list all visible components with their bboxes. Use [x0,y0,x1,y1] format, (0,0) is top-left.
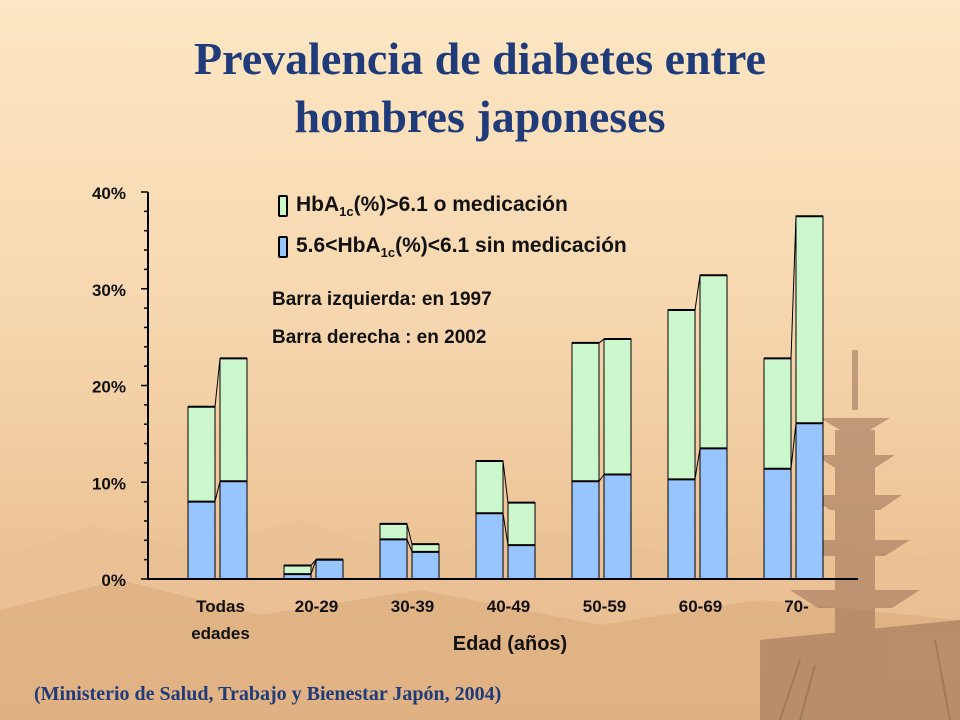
legend-label-blue: 5.6<HbA1c(%)<6.1 sin medicación [296,234,627,261]
legend-swatch-green [278,195,288,218]
bar-blue-1997 [763,468,792,580]
connector-blue [790,423,797,469]
connector-blue [694,448,701,480]
title-line-1: Prevalencia de diabetes entre [194,33,766,84]
connector-total [310,559,317,566]
y-tick-label: 0% [101,571,126,590]
connector-total [214,358,221,407]
connector-blue [598,474,605,482]
bar-green-2002 [795,215,824,424]
y-tick-label: 40% [92,184,126,203]
x-tick-label: Todas [196,597,245,616]
bar-green-1997 [571,342,600,482]
bar-green-1997 [667,309,696,480]
y-tick-label: 30% [92,281,126,300]
connector-blue [502,513,509,546]
connector-total [406,523,413,545]
y-tick-label: 10% [92,474,126,493]
page-title: Prevalencia de diabetes entre hombres ja… [0,30,960,146]
connector-blue [310,559,317,575]
bar-green-1997 [187,406,216,503]
title-line-2: hombres japoneses [294,91,666,142]
bar-green-1997 [283,564,312,575]
bar-blue-1997 [187,501,216,580]
bar-green-1997 [475,460,504,514]
x-tick-label: 60-69 [679,597,722,616]
y-tick-label: 20% [92,378,126,397]
x-axis-label: Edad (años) [452,633,568,655]
bar-blue-1997 [667,478,696,580]
connector-total [502,460,509,503]
bar-green-2002 [219,357,248,482]
x-tick-label: 50-59 [583,597,626,616]
bar-green-2002 [411,543,440,553]
bar-green-2002 [603,338,632,476]
x-tick-label: 20-29 [295,597,338,616]
legend-label-green: HbA1c(%)>6.1 o medicación [296,193,568,220]
x-tick-label: 30-39 [391,597,434,616]
bar-blue-2002 [603,474,632,580]
connector-blue [214,481,221,502]
connector-blue [406,539,413,553]
connector-total [694,275,701,311]
bar-blue-1997 [571,480,600,580]
bar-green-1997 [379,523,408,540]
legend-swatch-blue [278,236,288,259]
bar-green-2002 [699,274,728,449]
bar-green-1997 [763,357,792,470]
legend-item-green: HbA1c(%)>6.1 o medicación [278,193,568,219]
bar-green-2002 [507,502,536,546]
x-tick-label: 70- [784,597,809,616]
bar-blue-1997 [475,512,504,580]
note-left-bar: Barra izquierda: en 1997 [272,289,492,310]
x-tick-label: edades [191,624,250,643]
x-tick-label: 40-49 [487,597,530,616]
source-citation: (Ministerio de Salud, Trabajo y Bienesta… [34,683,502,705]
bar-blue-2002 [315,559,344,580]
connector-total [598,338,605,344]
bar-blue-2002 [411,551,440,580]
connector-total [790,216,797,359]
bar-blue-2002 [219,480,248,580]
bar-blue-2002 [699,447,728,580]
note-right-bar: Barra derecha : en 2002 [272,327,487,348]
bar-blue-2002 [795,422,824,580]
bar-blue-2002 [507,544,536,580]
bar-blue-1997 [379,538,408,580]
legend-item-blue: 5.6<HbA1c(%)<6.1 sin medicación [278,234,627,260]
